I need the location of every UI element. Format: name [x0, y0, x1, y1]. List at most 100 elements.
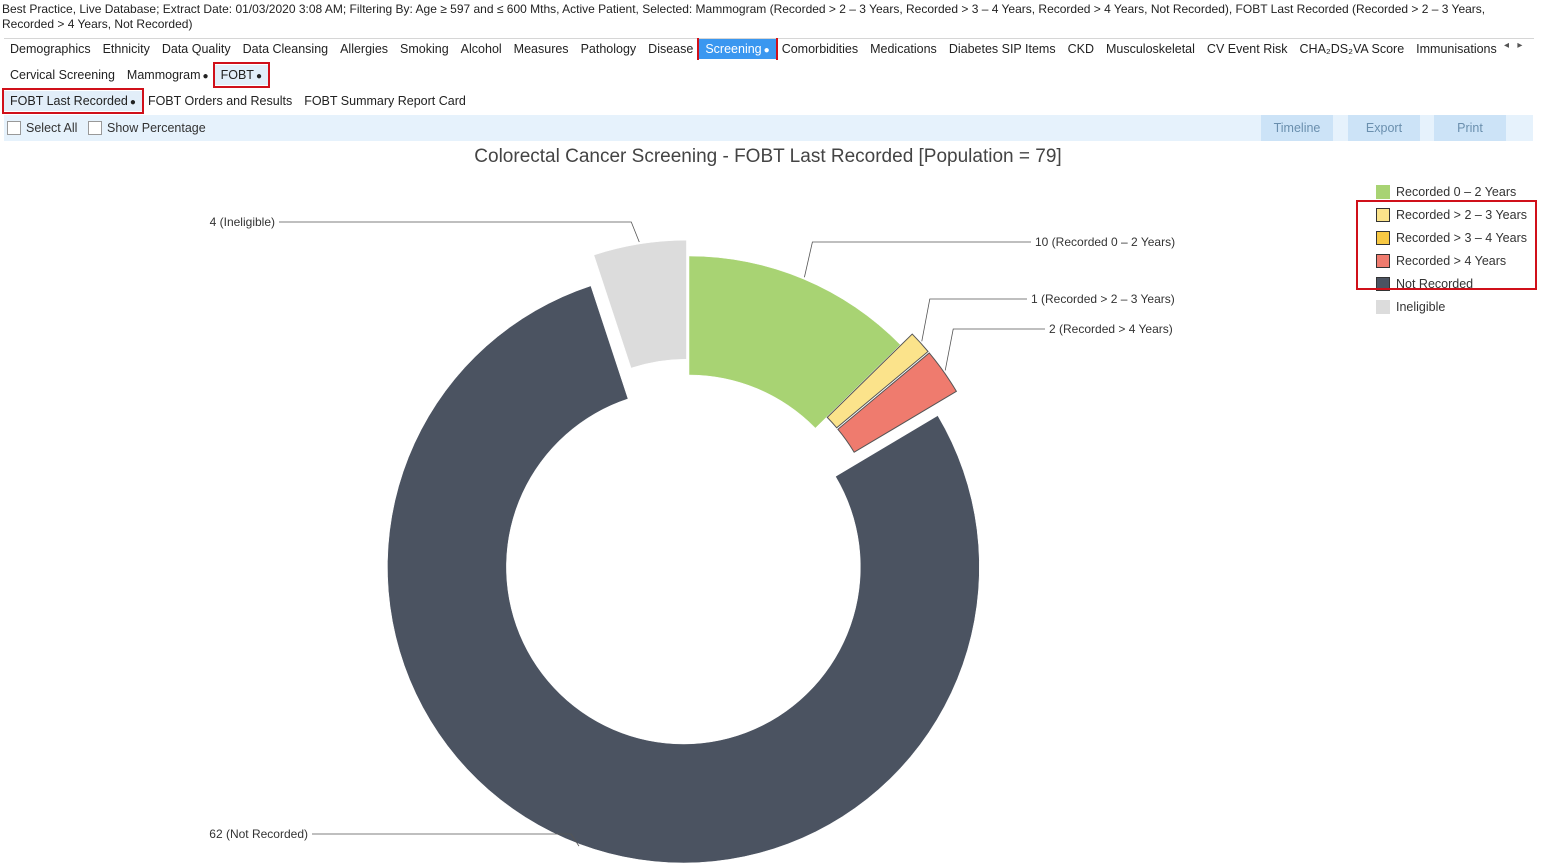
- tab-label: FOBT Orders and Results: [147, 94, 293, 108]
- sub-tab-bar: Cervical Screening Mammogram ● FOBT ●: [4, 62, 271, 88]
- legend-item-not-recorded[interactable]: Not Recorded: [1376, 272, 1527, 295]
- tab-smoking[interactable]: Smoking: [394, 39, 455, 59]
- main-tab-bar: Demographics Ethnicity Data Quality Data Cl…: [4, 38, 1504, 60]
- tab-label: Data Cleansing: [242, 42, 329, 56]
- tab-label: Data Quality: [161, 42, 231, 56]
- tab-cv-event-risk[interactable]: CV Event Risk: [1201, 39, 1294, 59]
- tab-demographics[interactable]: Demographics: [4, 39, 97, 59]
- tab-fobt-orders-and-results[interactable]: FOBT Orders and Results: [142, 91, 298, 111]
- legend-item-recorded-2-3-years[interactable]: Recorded > 2 – 3 Years: [1376, 203, 1527, 226]
- tab-alcohol[interactable]: Alcohol: [455, 39, 508, 59]
- tab-pathology[interactable]: Pathology: [575, 39, 643, 59]
- tab-cha-ds-va-score[interactable]: CHA₂DS₂VA Score: [1294, 39, 1411, 59]
- tab-medications[interactable]: Medications: [864, 39, 943, 59]
- data-label-recorded-2-3-years: 1 (Recorded > 2 – 3 Years): [1031, 292, 1175, 306]
- legend-label: Recorded > 4 Years: [1396, 253, 1507, 268]
- tab-disease[interactable]: Disease: [642, 39, 699, 59]
- tab-screening[interactable]: Screening ●: [697, 38, 779, 60]
- legend-label: Recorded > 2 – 3 Years: [1396, 207, 1527, 222]
- tab-label: CKD: [1067, 42, 1094, 56]
- tab-label: Medications: [870, 42, 937, 56]
- legend-swatch: [1376, 207, 1390, 222]
- tab-measures[interactable]: Measures: [508, 39, 575, 59]
- tab-musculoskeletal[interactable]: Musculoskeletal: [1100, 39, 1201, 59]
- legend-item-recorded-3-4-years[interactable]: Recorded > 3 – 4 Years: [1376, 226, 1527, 249]
- data-label-ineligible: 4 (Ineligible): [210, 215, 275, 229]
- legend-swatch: [1376, 230, 1390, 245]
- tab-cervical-screening[interactable]: Cervical Screening: [4, 65, 121, 85]
- tab-fobt-summary-report-card[interactable]: FOBT Summary Report Card: [298, 91, 472, 111]
- tab-label: Comorbidities: [781, 42, 859, 56]
- leader-line: [944, 328, 1045, 371]
- print-button[interactable]: Print: [1434, 115, 1506, 141]
- tab-label: CHA₂DS₂VA Score: [1299, 42, 1405, 56]
- tab-ethnicity[interactable]: Ethnicity: [97, 39, 156, 59]
- select-all-label: Select All: [26, 121, 78, 135]
- select-all-checkbox[interactable]: Select All: [7, 121, 77, 135]
- export-button[interactable]: Export: [1348, 115, 1420, 141]
- checkbox-icon[interactable]: [88, 121, 102, 135]
- donut-slice-recorded-4-years[interactable]: [837, 352, 958, 453]
- tab-diabetes-sip-items[interactable]: Diabetes SIP Items: [943, 39, 1062, 59]
- show-percentage-label: Show Percentage: [107, 121, 206, 135]
- tab-label: Smoking: [400, 42, 449, 56]
- tab-data-cleansing[interactable]: Data Cleansing: [237, 39, 334, 59]
- filter-description: Best Practice, Live Database; Extract Da…: [2, 2, 1486, 31]
- data-label-not-recorded: 62 (Not Recorded): [209, 827, 308, 841]
- legend-label: Recorded 0 – 2 Years: [1396, 184, 1517, 199]
- legend-label: Recorded > 3 – 4 Years: [1396, 230, 1527, 245]
- selection-dot-icon: ●: [202, 71, 209, 82]
- tab-label: Immunisations: [1416, 42, 1497, 56]
- tab-fobt[interactable]: FOBT ●: [212, 62, 271, 88]
- donut-slice-not-recorded[interactable]: [387, 285, 980, 864]
- legend-label: Ineligible: [1396, 299, 1446, 314]
- sub-sub-tab-bar: FOBT Last Recorded ● FOBT Orders and Resul…: [2, 88, 472, 114]
- tab-divider: [4, 38, 1534, 39]
- tab-label: Disease: [648, 42, 694, 56]
- tab-label: Mammogram: [126, 68, 201, 82]
- tab-label: Allergies: [340, 42, 389, 56]
- toolbar: Select All Show Percentage Timeline Expo…: [4, 115, 1533, 141]
- tab-label: Cervical Screening: [10, 68, 115, 82]
- tab-mammogram[interactable]: Mammogram ●: [121, 65, 215, 85]
- legend-swatch: [1376, 184, 1390, 199]
- leader-line: [279, 221, 640, 243]
- legend-item-ineligible[interactable]: Ineligible: [1376, 295, 1527, 318]
- tab-label: FOBT Summary Report Card: [304, 94, 466, 108]
- legend-highlight-outline: [1356, 200, 1537, 290]
- legend-swatch: [1376, 276, 1390, 291]
- checkbox-icon[interactable]: [7, 121, 21, 135]
- tab-label: CV Event Risk: [1206, 42, 1288, 56]
- tab-comorbidities[interactable]: Comorbidities: [776, 39, 864, 59]
- tab-label: Ethnicity: [102, 42, 150, 56]
- tab-label: Pathology: [580, 42, 637, 56]
- scroll-right-icon[interactable]: ▸: [1517, 40, 1523, 51]
- donut-slice-ineligible[interactable]: [593, 239, 687, 369]
- donut-slice-recorded-2-3-years[interactable]: [826, 333, 929, 429]
- timeline-button[interactable]: Timeline: [1261, 115, 1333, 141]
- leader-line: [921, 298, 1027, 342]
- legend-swatch: [1376, 253, 1390, 268]
- tab-fobt-last-recorded[interactable]: FOBT Last Recorded ●: [2, 88, 144, 114]
- chart-title: Colorectal Cancer Screening - FOBT Last …: [474, 146, 1062, 167]
- chart-legend: Recorded 0 – 2 Years Recorded > 2 – 3 Yea…: [1376, 180, 1527, 318]
- tab-scroll-arrows[interactable]: ◂ ▸: [1504, 40, 1522, 51]
- tab-ckd[interactable]: CKD: [1062, 39, 1100, 59]
- leader-line: [804, 241, 1031, 278]
- data-label-recorded-4-years: 2 (Recorded > 4 Years): [1049, 322, 1173, 336]
- tab-label: Demographics: [10, 42, 91, 56]
- donut-slice-recorded-0-2-years[interactable]: [688, 255, 901, 429]
- legend-item-recorded-4-years[interactable]: Recorded > 4 Years: [1376, 249, 1527, 272]
- tab-immunisations[interactable]: Immunisations: [1410, 39, 1503, 59]
- tab-data-quality[interactable]: Data Quality: [156, 39, 237, 59]
- tab-allergies[interactable]: Allergies: [334, 39, 394, 59]
- show-percentage-checkbox[interactable]: Show Percentage: [88, 121, 206, 135]
- legend-item-recorded-0-2-years[interactable]: Recorded 0 – 2 Years: [1376, 180, 1527, 203]
- data-label-recorded-0-2-years: 10 (Recorded 0 – 2 Years): [1035, 235, 1175, 249]
- scroll-left-icon[interactable]: ◂: [1504, 40, 1510, 51]
- tab-label: Alcohol: [460, 42, 502, 56]
- tab-label: Diabetes SIP Items: [948, 42, 1056, 56]
- tab-label: Musculoskeletal: [1105, 42, 1195, 56]
- legend-label: Not Recorded: [1396, 276, 1474, 291]
